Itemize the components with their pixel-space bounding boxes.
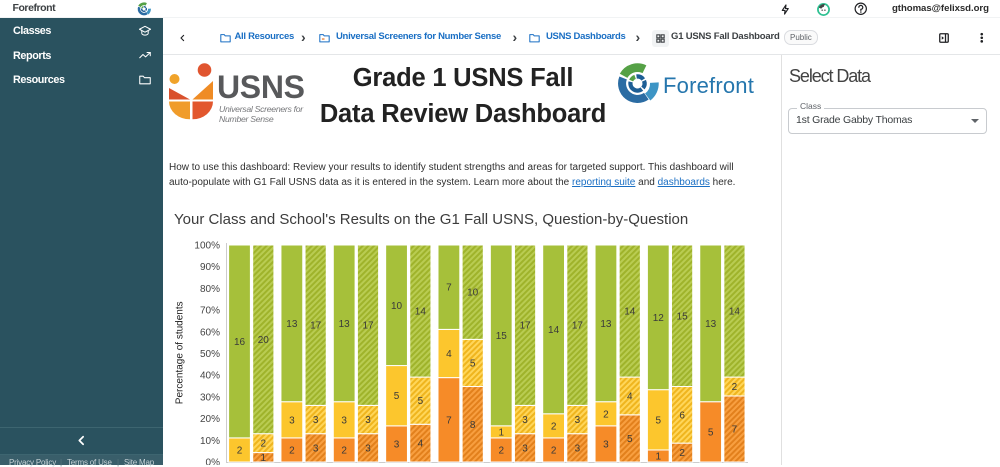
svg-text:3: 3 <box>522 443 528 454</box>
svg-text:40%: 40% <box>200 371 220 382</box>
svg-text:3: 3 <box>341 415 347 426</box>
svg-text:17: 17 <box>572 321 584 332</box>
svg-text:1: 1 <box>656 451 662 462</box>
svg-text:5: 5 <box>394 391 400 402</box>
svg-text:3: 3 <box>575 443 581 454</box>
svg-text:12: 12 <box>653 313 665 324</box>
svg-text:2: 2 <box>603 409 609 420</box>
svg-text:0%: 0% <box>206 458 221 466</box>
svg-text:2: 2 <box>551 445 557 456</box>
svg-text:2: 2 <box>341 445 347 456</box>
svg-text:3: 3 <box>394 439 400 450</box>
svg-text:4: 4 <box>446 349 452 360</box>
svg-text:20%: 20% <box>200 414 220 425</box>
svg-text:2: 2 <box>551 421 557 432</box>
svg-text:30%: 30% <box>200 392 220 403</box>
svg-text:50%: 50% <box>200 349 220 360</box>
svg-text:13: 13 <box>339 319 351 330</box>
svg-text:7: 7 <box>446 283 452 294</box>
svg-text:3: 3 <box>365 415 371 426</box>
svg-text:14: 14 <box>548 325 560 336</box>
svg-text:16: 16 <box>234 337 246 348</box>
svg-text:13: 13 <box>286 319 298 330</box>
svg-text:15: 15 <box>496 331 508 342</box>
svg-text:2: 2 <box>732 382 738 393</box>
svg-text:10: 10 <box>467 288 479 299</box>
svg-text:2: 2 <box>498 445 504 456</box>
svg-text:5: 5 <box>470 358 476 369</box>
svg-text:13: 13 <box>705 319 717 330</box>
svg-text:1: 1 <box>261 453 267 464</box>
svg-text:17: 17 <box>310 321 322 332</box>
svg-text:90%: 90% <box>200 262 220 273</box>
svg-text:2: 2 <box>679 448 685 459</box>
svg-text:70%: 70% <box>200 306 220 317</box>
svg-text:3: 3 <box>289 415 295 426</box>
svg-text:2: 2 <box>237 445 243 456</box>
svg-text:7: 7 <box>732 424 738 435</box>
svg-text:5: 5 <box>708 427 714 438</box>
svg-text:60%: 60% <box>200 327 220 338</box>
svg-text:80%: 80% <box>200 284 220 295</box>
svg-text:5: 5 <box>656 415 662 426</box>
svg-text:100%: 100% <box>194 241 220 252</box>
svg-text:3: 3 <box>575 415 581 426</box>
svg-text:14: 14 <box>729 307 741 318</box>
svg-text:6: 6 <box>679 410 685 421</box>
svg-text:14: 14 <box>624 307 636 318</box>
svg-text:3: 3 <box>313 415 319 426</box>
svg-text:10: 10 <box>391 301 403 312</box>
svg-text:Percentage of students: Percentage of students <box>175 301 186 404</box>
svg-text:5: 5 <box>418 396 424 407</box>
svg-text:7: 7 <box>446 415 452 426</box>
svg-text:15: 15 <box>677 311 689 322</box>
svg-text:2: 2 <box>289 445 295 456</box>
svg-text:2: 2 <box>261 439 267 450</box>
svg-text:20: 20 <box>258 335 270 346</box>
svg-text:17: 17 <box>362 321 374 332</box>
svg-text:1: 1 <box>498 427 504 438</box>
svg-text:3: 3 <box>603 439 609 450</box>
svg-text:10%: 10% <box>200 436 220 447</box>
svg-text:14: 14 <box>415 307 427 318</box>
svg-text:3: 3 <box>522 415 528 426</box>
svg-text:4: 4 <box>418 439 424 450</box>
svg-text:17: 17 <box>519 321 531 332</box>
svg-text:3: 3 <box>313 443 319 454</box>
svg-text:8: 8 <box>470 420 476 431</box>
svg-text:4: 4 <box>627 391 633 402</box>
svg-text:13: 13 <box>600 319 612 330</box>
svg-text:3: 3 <box>365 443 371 454</box>
svg-text:5: 5 <box>627 434 633 445</box>
